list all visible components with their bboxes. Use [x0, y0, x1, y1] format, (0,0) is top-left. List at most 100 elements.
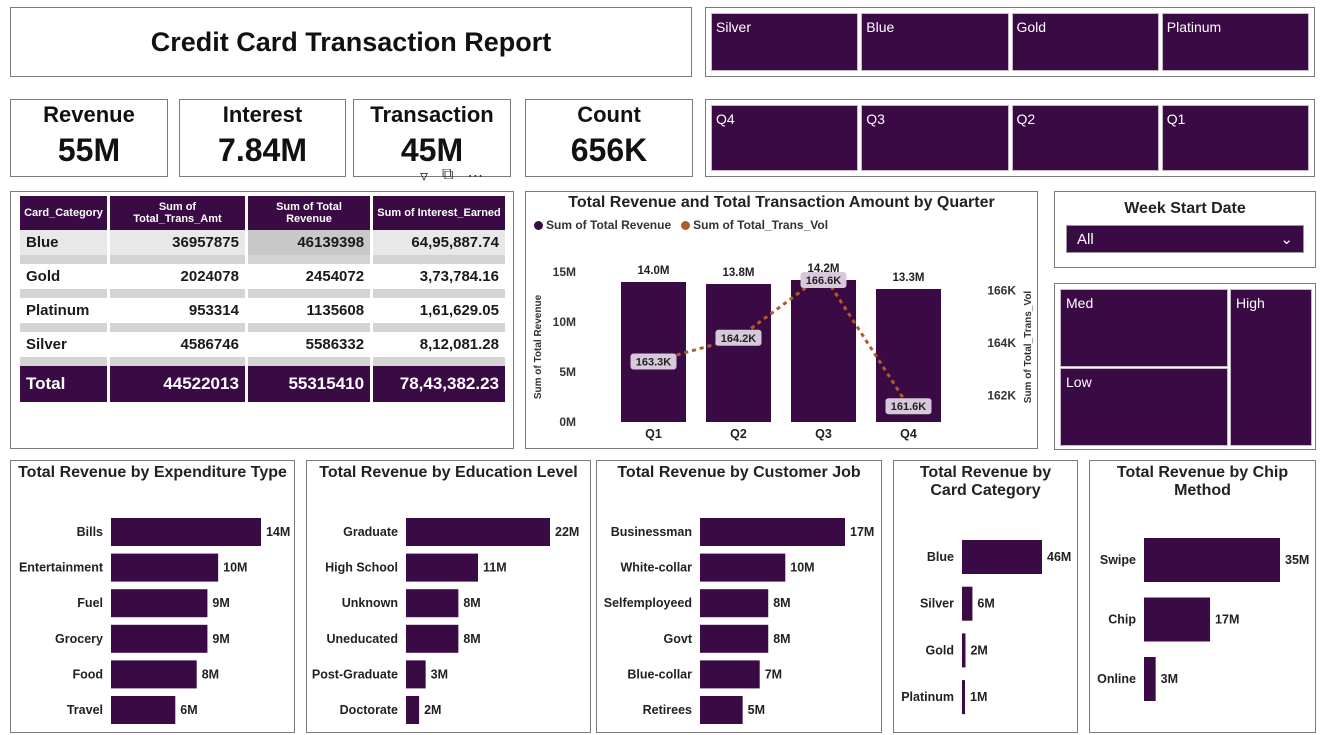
line-data-label: 164.2K [721, 333, 757, 345]
category-label: Selfemployeed [604, 596, 692, 610]
slicer-tile-platinum[interactable]: Platinum [1161, 13, 1309, 71]
category-label: Fuel [77, 596, 103, 610]
category-label: Gold [926, 643, 954, 657]
kpi-label: Revenue [43, 102, 135, 127]
data-label: 6M [180, 703, 197, 717]
slicer-title: Week Start Date [1124, 200, 1246, 217]
category-label: Food [72, 667, 103, 681]
report-title-panel: Credit Card Transaction Report [10, 7, 692, 77]
table-cell: Blue [20, 230, 107, 264]
line-label-bg [715, 329, 762, 346]
kpi-label: Transaction [370, 102, 494, 127]
table-cell: 2024078 [109, 264, 245, 298]
data-label: 5M [748, 703, 765, 717]
bar [1144, 538, 1280, 582]
table-cell: 3,73,784.16 [373, 264, 505, 298]
category-label: High School [325, 561, 398, 575]
bar-chart-svg: Businessman 17M White-collar 10M Selfemploye… [604, 518, 874, 724]
x-tick-label: Q4 [900, 427, 917, 441]
data-label: 8M [202, 667, 219, 681]
column-header[interactable]: Card_Category [20, 196, 107, 230]
slicer-tile-q3[interactable]: Q3 [861, 105, 1009, 171]
revenue-matrix: Card_Category Sum of Total_Trans_Amt Sum… [17, 196, 508, 402]
filter-icon[interactable]: ▿ [420, 168, 429, 185]
slicer-tile-gold[interactable]: Gold [1011, 13, 1159, 71]
chart-title: Total Revenue and Total Transaction Amou… [568, 194, 995, 211]
table-row[interactable]: Platinum 953314 1135608 1,61,629.05 [20, 298, 505, 332]
chart-title: Total Revenue by Card Category [919, 464, 1052, 499]
legend-item[interactable]: Sum of Total Revenue [534, 218, 671, 232]
visual-header-icons: ▿ ⧉ ⋯ [420, 166, 483, 186]
bar-chart-svg: Blue 46M Silver 6M Gold 2M Platinum 1M [901, 540, 1071, 715]
kpi-value: 7.84M [218, 132, 307, 168]
chart-title: Total Revenue by Customer Job [617, 464, 861, 481]
category-label: White-collar [620, 561, 692, 575]
category-label: Post-Graduate [312, 667, 398, 681]
bar [791, 280, 856, 422]
y-tick-label: 10M [553, 315, 576, 329]
quarter-slicer: Q4 Q3 Q2 Q1 [705, 99, 1315, 177]
data-label: 1M [970, 690, 987, 704]
chart-title: Total Revenue by Education Level [319, 464, 578, 481]
tree-tile-med[interactable]: Med [1060, 289, 1228, 367]
table-cell: 55315410 [247, 366, 371, 402]
chart-title: Total Revenue by Expenditure Type [18, 464, 287, 481]
line-data-label: 166.6K [806, 275, 842, 287]
more-options-icon[interactable]: ⋯ [467, 168, 484, 185]
table-row[interactable]: Gold 2024078 2454072 3,73,784.16 [20, 264, 505, 298]
data-label: 8M [463, 596, 480, 610]
y2-tick-label: 164K [987, 336, 1016, 350]
line-data-label: 161.6K [891, 401, 927, 413]
slicer-tile-q2[interactable]: Q2 [1011, 105, 1159, 171]
table-row[interactable]: Blue 36957875 46139398 64,95,887.74 [20, 230, 505, 264]
table-cell: Silver [20, 332, 107, 366]
bar [700, 624, 769, 653]
y-tick-label: 15M [553, 265, 576, 279]
data-label: 10M [223, 561, 247, 575]
column-header[interactable]: Sum of Total_Trans_Amt [109, 196, 245, 230]
table-cell: 1,61,629.05 [373, 298, 505, 332]
kpi-value: 45M [400, 132, 464, 168]
bar [406, 518, 550, 546]
table-total-row: Total 44522013 55315410 78,43,382.23 [20, 366, 505, 402]
slicer-tile-silver[interactable]: Silver [711, 13, 859, 71]
column-header[interactable]: Sum of Interest_Earned [373, 196, 505, 230]
slicer-tile-blue[interactable]: Blue [861, 13, 1009, 71]
series-line [653, 272, 910, 408]
category-label: Silver [920, 597, 954, 611]
bar [1144, 597, 1211, 642]
category-label: Doctorate [340, 703, 398, 717]
page-title: Credit Card Transaction Report [150, 26, 552, 57]
category-label: Graduate [343, 525, 398, 539]
bar-chart-svg: Bills 14M Entertainment 10M Fuel 9M Grocery 9M F… [19, 518, 290, 724]
week-dropdown[interactable]: All ⌄ [1066, 225, 1304, 253]
bar-chart-svg: Graduate 22M High School 11M Unknown 8M Uneduc… [312, 518, 579, 724]
data-label: 2M [970, 643, 987, 657]
category-label: Grocery [55, 632, 103, 646]
category-label: Online [1097, 672, 1136, 686]
line-label-bg [800, 272, 847, 288]
data-label: 2M [424, 703, 441, 717]
bar [706, 284, 771, 422]
column-header[interactable]: Sum of Total Revenue [247, 196, 371, 230]
bar [962, 633, 966, 668]
bar [962, 680, 965, 715]
kpi-transaction: Transaction 45M [353, 99, 511, 177]
data-label: 9M [212, 596, 229, 610]
category-label: Uneducated [326, 632, 398, 646]
focus-mode-icon[interactable]: ⧉ [442, 166, 454, 183]
data-label: 46M [1047, 550, 1071, 564]
category-label: Unknown [342, 596, 398, 610]
data-label: 7M [765, 667, 782, 681]
table-row[interactable]: Silver 4586746 5586332 8,12,081.28 [20, 332, 505, 366]
bar [406, 696, 420, 724]
legend-item[interactable]: Sum of Total_Trans_Vol [681, 218, 828, 232]
tree-tile-high[interactable]: High [1230, 289, 1312, 446]
tree-tile-low[interactable]: Low [1060, 368, 1228, 446]
data-label: 3M [431, 667, 448, 681]
data-label: 11M [483, 561, 507, 575]
slicer-tile-q4[interactable]: Q4 [711, 105, 859, 171]
slicer-tile-q1[interactable]: Q1 [1161, 105, 1309, 171]
x-tick-label: Q1 [645, 427, 662, 441]
bar [700, 660, 760, 689]
